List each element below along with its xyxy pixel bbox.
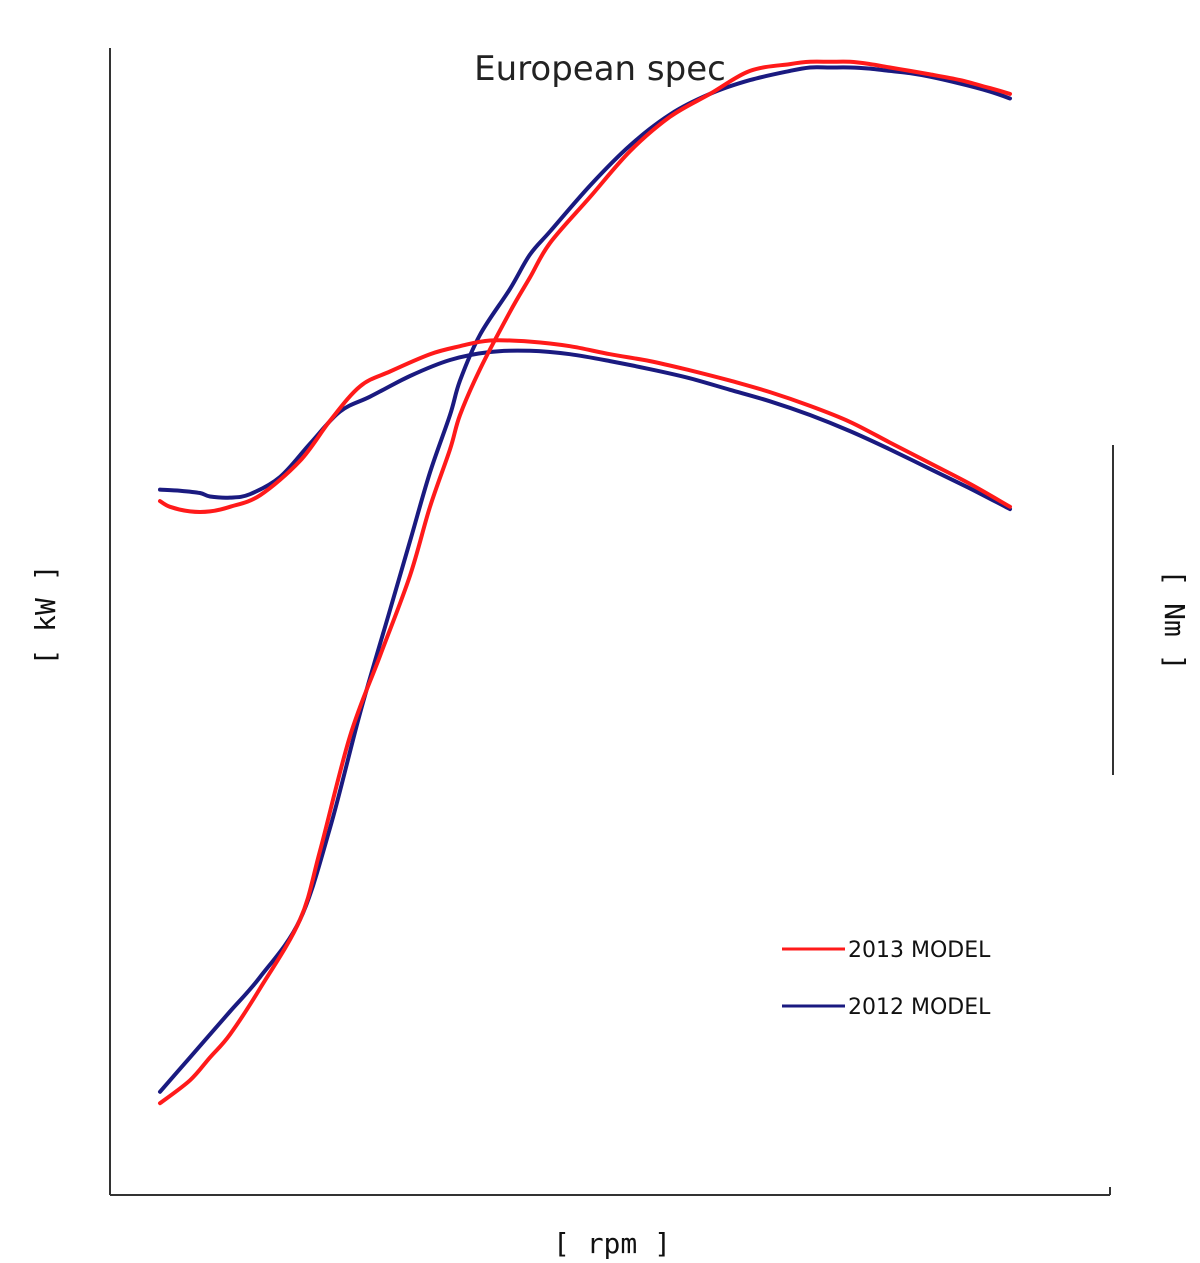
y-axis-left-label: [ kW ] (29, 564, 62, 665)
legend-label-2012: 2012 MODEL (848, 995, 991, 1020)
legend: 2013 MODEL 2012 MODEL (782, 938, 991, 1020)
torque-line-2013 (158, 338, 1012, 514)
chart-title: European spec (474, 49, 726, 89)
y-axis-right-label: [ Nm ] (1158, 569, 1191, 670)
series-layer (158, 59, 1012, 1106)
legend-label-2013: 2013 MODEL (848, 938, 991, 963)
torque-line-2012 (158, 348, 1012, 512)
power-line-2013 (158, 59, 1012, 1106)
x-axis-label: [ rpm ] (553, 1227, 671, 1260)
